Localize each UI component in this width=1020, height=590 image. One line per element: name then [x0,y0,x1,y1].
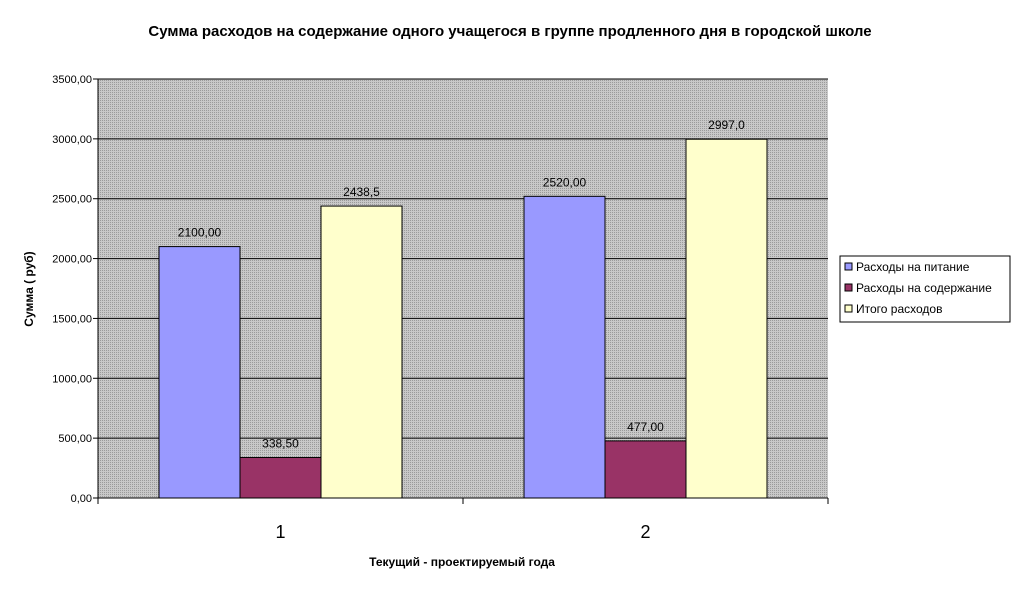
x-tick-label: 1 [275,522,285,542]
y-tick-label: 0,00 [71,493,92,505]
x-tick-label: 2 [640,522,650,542]
y-tick-label: 1000,00 [52,373,92,385]
bar [320,205,403,499]
legend-label: Расходы на содержание [856,281,992,295]
bar [158,246,241,499]
data-label: 2100,00 [178,226,222,240]
y-tick-label: 500,00 [58,433,92,445]
y-tick-label: 3500,00 [52,74,92,86]
legend-swatch [844,262,853,271]
y-tick-labels: 0,00 500,00 1000,00 1500,00 2000,00 2500,00 30… [52,74,92,505]
data-label: 2997,0 [708,118,745,132]
chart-title: Сумма расходов на содержание одного учащ… [148,23,871,40]
legend: Расходы на питание Расходы на содержание И… [839,255,1011,323]
y-tick-label: 1500,00 [52,313,92,325]
data-labels: 2100,00 338,50 2438,5 2520,00 477,00 2997,0 [178,118,745,450]
bars [158,138,768,499]
data-label: 2520,00 [543,175,587,189]
data-label: 2438,5 [343,185,380,199]
legend-label: Расходы на питание [856,260,970,274]
legend-label: Итого расходов [856,302,942,316]
y-tick-label: 3000,00 [52,134,92,146]
legend-box [839,255,1011,323]
data-label: 477,00 [627,420,664,434]
bar [685,138,768,499]
y-tick-label: 2500,00 [52,194,92,206]
x-axis-title: Текущий - проектируемый года [369,555,555,569]
y-axis-title: Сумма ( руб) [22,251,36,326]
bar [604,440,687,499]
data-label: 338,50 [262,436,299,450]
legend-swatch [844,304,853,313]
bar [239,456,322,499]
bar [523,195,606,499]
legend-swatch [844,283,853,292]
y-tick-label: 2000,00 [52,254,92,266]
